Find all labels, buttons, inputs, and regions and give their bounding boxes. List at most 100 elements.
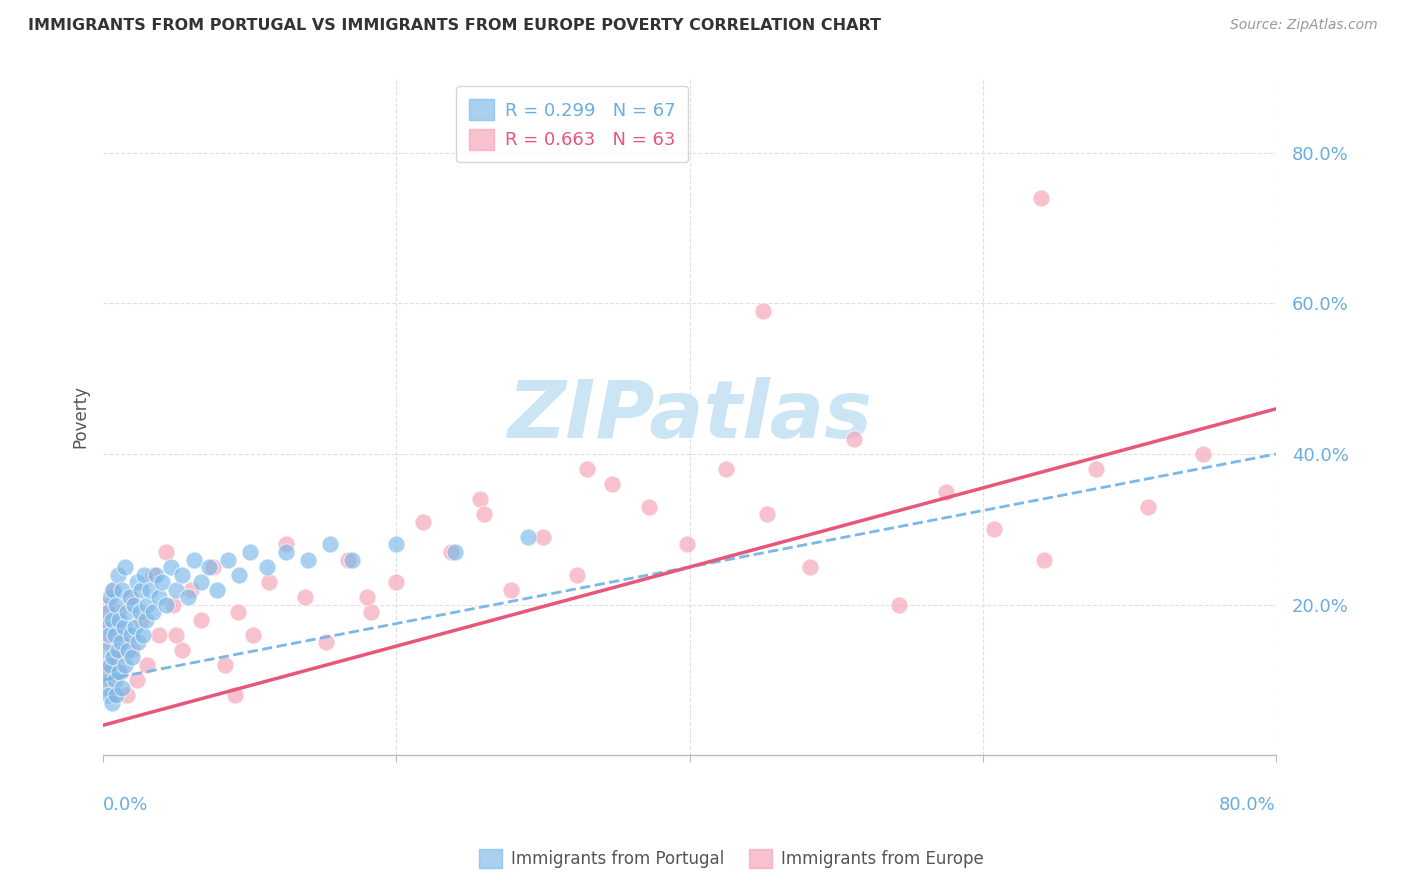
Point — [217, 552, 239, 566]
Point — [117, 643, 139, 657]
Point — [935, 484, 957, 499]
Point — [1033, 552, 1056, 566]
Point — [155, 598, 177, 612]
Point — [228, 567, 250, 582]
Point — [148, 628, 170, 642]
Point — [104, 628, 127, 642]
Point — [472, 508, 495, 522]
Point — [96, 605, 118, 619]
Point — [96, 598, 118, 612]
Point — [104, 620, 127, 634]
Point — [114, 657, 136, 672]
Point — [98, 628, 121, 642]
Point — [214, 657, 236, 672]
Point — [103, 688, 125, 702]
Point — [112, 628, 135, 642]
Point — [756, 508, 779, 522]
Point — [110, 665, 132, 680]
Point — [107, 567, 129, 582]
Point — [128, 605, 150, 619]
Point — [101, 613, 124, 627]
Point — [129, 582, 152, 597]
Point — [94, 657, 117, 672]
Point — [165, 628, 187, 642]
Point — [115, 605, 138, 619]
Point — [111, 582, 134, 597]
Point — [155, 545, 177, 559]
Point — [103, 582, 125, 597]
Point — [342, 552, 364, 566]
Point — [94, 620, 117, 634]
Point — [129, 613, 152, 627]
Point — [120, 628, 142, 642]
Point — [637, 500, 659, 514]
Point — [124, 620, 146, 634]
Point — [499, 582, 522, 597]
Point — [162, 598, 184, 612]
Point — [93, 613, 115, 627]
Point — [315, 635, 337, 649]
Point — [121, 643, 143, 657]
Point — [356, 590, 378, 604]
Point — [385, 575, 408, 590]
Point — [101, 696, 124, 710]
Point — [121, 650, 143, 665]
Point — [118, 590, 141, 604]
Point — [257, 575, 280, 590]
Point — [207, 582, 229, 597]
Point — [142, 567, 165, 582]
Point — [108, 665, 131, 680]
Point — [114, 560, 136, 574]
Legend: R = 0.299   N = 67, R = 0.663   N = 63: R = 0.299 N = 67, R = 0.663 N = 63 — [457, 87, 689, 162]
Point — [675, 537, 697, 551]
Point — [107, 643, 129, 657]
Point — [412, 515, 434, 529]
Point — [105, 650, 128, 665]
Point — [239, 545, 262, 559]
Point — [716, 462, 738, 476]
Point — [108, 613, 131, 627]
Point — [125, 673, 148, 687]
Point — [180, 582, 202, 597]
Point — [799, 560, 821, 574]
Point — [98, 635, 121, 649]
Point — [276, 545, 298, 559]
Point — [142, 605, 165, 619]
Point — [172, 643, 194, 657]
Point — [118, 590, 141, 604]
Point — [294, 590, 316, 604]
Point — [165, 582, 187, 597]
Point — [444, 545, 467, 559]
Point — [94, 681, 117, 695]
Point — [105, 688, 128, 702]
Point — [101, 582, 124, 597]
Point — [1191, 447, 1213, 461]
Point — [100, 673, 122, 687]
Point — [112, 620, 135, 634]
Point — [575, 462, 598, 476]
Point — [148, 590, 170, 604]
Point — [242, 628, 264, 642]
Point — [172, 567, 194, 582]
Point — [136, 657, 159, 672]
Point — [100, 590, 122, 604]
Point — [752, 304, 775, 318]
Point — [177, 590, 200, 604]
Point — [600, 477, 623, 491]
Point — [531, 530, 554, 544]
Text: IMMIGRANTS FROM PORTUGAL VS IMMIGRANTS FROM EUROPE POVERTY CORRELATION CHART: IMMIGRANTS FROM PORTUGAL VS IMMIGRANTS F… — [28, 18, 882, 33]
Point — [132, 628, 155, 642]
Point — [202, 560, 225, 574]
Point — [98, 688, 121, 702]
Point — [104, 673, 127, 687]
Point — [107, 605, 129, 619]
Point — [1137, 500, 1160, 514]
Point — [134, 567, 156, 582]
Point — [135, 613, 157, 627]
Point — [226, 605, 249, 619]
Point — [439, 545, 461, 559]
Point — [889, 598, 911, 612]
Legend: Immigrants from Portugal, Immigrants from Europe: Immigrants from Portugal, Immigrants fro… — [472, 842, 990, 875]
Point — [100, 657, 122, 672]
Point — [136, 598, 159, 612]
